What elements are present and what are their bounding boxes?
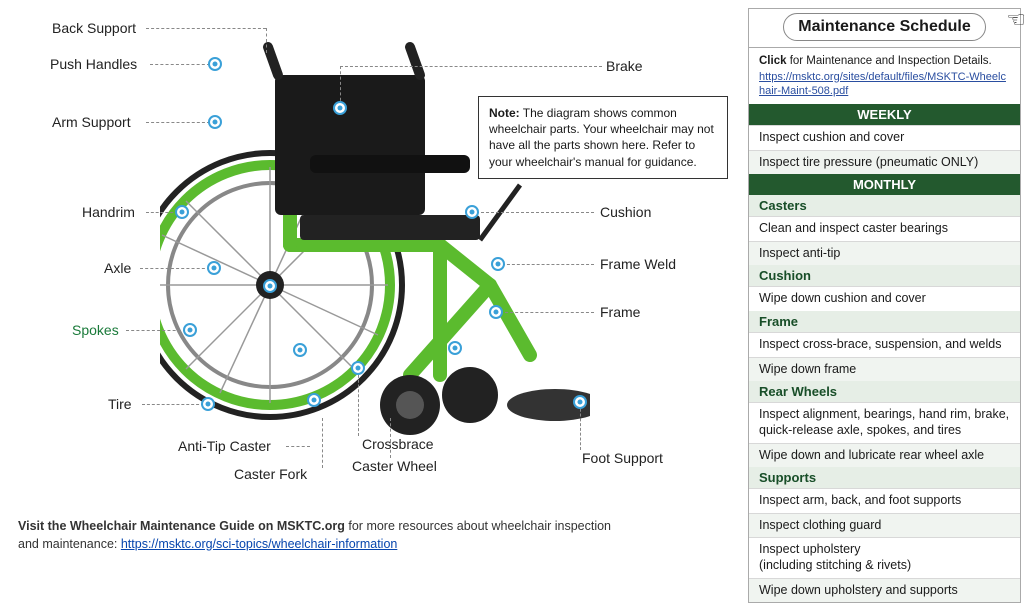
schedule-click-block: Click for Maintenance and Inspection Det… <box>749 48 1020 104</box>
schedule-click-label: Click <box>759 55 787 67</box>
label-arm-support: Arm Support <box>52 114 131 130</box>
note-label: Note: <box>489 106 520 120</box>
label-handrim: Handrim <box>82 204 135 220</box>
monthly-row: Wipe down frame <box>749 357 1020 382</box>
weekly-band: WEEKLY <box>749 104 1020 125</box>
monthly-category: Cushion <box>749 265 1020 286</box>
monthly-row: Inspect upholstery (including stitching … <box>749 537 1020 577</box>
monthly-row: Inspect alignment, bearings, hand rim, b… <box>749 402 1020 442</box>
monthly-row: Inspect anti-tip <box>749 241 1020 266</box>
label-tire: Tire <box>108 396 132 412</box>
monthly-row: Wipe down cushion and cover <box>749 286 1020 311</box>
monthly-row: Clean and inspect caster bearings <box>749 216 1020 241</box>
schedule-pdf-link[interactable]: https://msktc.org/sites/default/files/MS… <box>759 70 1010 100</box>
label-axle: Axle <box>104 260 131 276</box>
monthly-category: Rear Wheels <box>749 381 1020 402</box>
monthly-row: Inspect cross-brace, suspension, and wel… <box>749 332 1020 357</box>
weekly-row: Inspect tire pressure (pneumatic ONLY) <box>749 150 1020 175</box>
label-crossbrace: Crossbrace <box>362 436 434 452</box>
note-box: Note: The diagram shows common wheelchai… <box>478 96 728 179</box>
diagram-area: Back Support Push Handles Arm Support Ha… <box>0 0 740 568</box>
footer-text: Visit the Wheelchair Maintenance Guide o… <box>18 518 618 553</box>
label-brake: Brake <box>606 58 643 74</box>
label-caster-fork: Caster Fork <box>234 466 307 482</box>
monthly-row: Wipe down and lubricate rear wheel axle <box>749 443 1020 468</box>
monthly-row: Inspect clothing guard <box>749 513 1020 538</box>
footer-link[interactable]: https://msktc.org/sci-topics/wheelchair-… <box>121 537 397 551</box>
weekly-row: Inspect cushion and cover <box>749 125 1020 150</box>
monthly-category: Casters <box>749 195 1020 216</box>
label-push-handles: Push Handles <box>50 56 137 72</box>
schedule-title: Maintenance Schedule <box>783 13 986 41</box>
schedule-click-text: for Maintenance and Inspection Details. <box>787 55 992 67</box>
note-text: The diagram shows common wheelchair part… <box>489 106 714 169</box>
label-frame-weld: Frame Weld <box>600 256 676 272</box>
label-caster-wheel: Caster Wheel <box>352 458 437 474</box>
monthly-row: Wipe down upholstery and supports <box>749 578 1020 603</box>
label-spokes: Spokes <box>72 322 119 338</box>
monthly-category: Supports <box>749 467 1020 488</box>
pointer-hand-icon: ☜ <box>1006 7 1026 33</box>
footer-lead: Visit the Wheelchair Maintenance Guide o… <box>18 519 345 533</box>
label-foot-support: Foot Support <box>582 450 663 466</box>
label-frame: Frame <box>600 304 640 320</box>
label-back-support: Back Support <box>52 20 136 36</box>
monthly-band: MONTHLY <box>749 174 1020 195</box>
maintenance-schedule-panel: Maintenance Schedule ☜ Click for Mainten… <box>748 8 1021 603</box>
monthly-category: Frame <box>749 311 1020 332</box>
monthly-row: Inspect arm, back, and foot supports <box>749 488 1020 513</box>
schedule-title-wrap: Maintenance Schedule ☜ <box>749 9 1020 48</box>
label-anti-tip: Anti-Tip Caster <box>178 438 271 454</box>
label-cushion: Cushion <box>600 204 651 220</box>
